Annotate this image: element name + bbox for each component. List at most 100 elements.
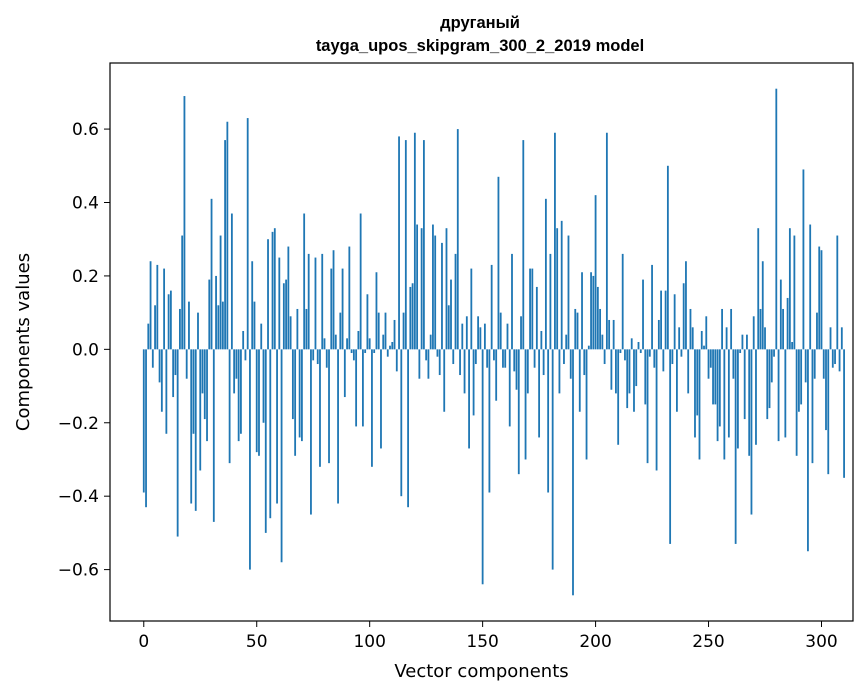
bar (316, 349, 319, 365)
bar (208, 279, 211, 350)
bar (703, 345, 705, 350)
bar (748, 349, 751, 456)
bar (404, 140, 407, 350)
bar (816, 312, 818, 350)
bar (291, 349, 294, 420)
bar (422, 140, 425, 350)
bar (160, 349, 163, 412)
bar (280, 349, 283, 563)
bar (590, 272, 592, 350)
bar (533, 349, 536, 368)
bar (298, 349, 301, 438)
bar (366, 294, 369, 350)
bar (544, 198, 547, 350)
bar (149, 261, 152, 350)
bar (224, 140, 226, 350)
bar (445, 228, 448, 350)
bar (567, 235, 570, 350)
bar (167, 294, 170, 350)
bar (301, 349, 303, 442)
bar (273, 228, 276, 350)
bar (384, 312, 387, 350)
y-axis-label: Components values (13, 253, 34, 431)
bar (804, 349, 807, 383)
bar (174, 349, 177, 376)
bar (477, 316, 480, 350)
bars-group (142, 88, 845, 596)
x-tick-label: 150 (466, 632, 498, 652)
bar (479, 327, 482, 350)
bar (809, 224, 812, 350)
bar (608, 319, 611, 350)
x-tick-label: 0 (138, 632, 149, 652)
bar (554, 132, 556, 350)
bar (651, 264, 653, 350)
bar (334, 334, 337, 350)
bar (468, 349, 470, 449)
bar (732, 349, 735, 379)
bar (800, 349, 803, 405)
bar (323, 338, 326, 350)
bar (375, 272, 378, 350)
bar (716, 349, 719, 442)
bar (380, 349, 382, 449)
bar (511, 253, 513, 350)
bar (770, 349, 773, 383)
bar (648, 349, 651, 357)
bar (635, 349, 638, 387)
bar (829, 327, 832, 350)
bar (827, 349, 830, 475)
bar (472, 349, 475, 416)
bar (165, 349, 168, 434)
bar (515, 349, 518, 390)
bar (255, 349, 258, 453)
bar (413, 132, 416, 350)
bar (325, 349, 328, 368)
bar (456, 129, 459, 350)
bar (203, 349, 206, 420)
bar (416, 224, 419, 350)
bar (746, 334, 748, 350)
bar (343, 349, 346, 398)
bar (350, 349, 353, 354)
bar (314, 257, 317, 350)
bar (601, 334, 604, 350)
bar (685, 261, 687, 350)
bar (391, 342, 394, 350)
bar (319, 349, 321, 467)
bar (687, 349, 690, 394)
bar (664, 290, 667, 350)
bar (619, 349, 622, 354)
bar (653, 349, 656, 368)
bar (639, 349, 642, 354)
bar (610, 349, 613, 390)
bar (332, 250, 335, 350)
bar (818, 246, 821, 350)
bar (624, 349, 626, 361)
bar (447, 305, 450, 350)
bar (219, 235, 222, 350)
bar (285, 279, 287, 350)
bar (310, 349, 312, 515)
bar (201, 349, 204, 394)
bar (725, 327, 728, 350)
bar (493, 349, 495, 361)
bar (502, 349, 504, 368)
bar (303, 213, 306, 350)
bar (750, 349, 753, 515)
bar (739, 349, 742, 354)
bar (642, 279, 644, 350)
bar (389, 345, 391, 350)
bar (513, 349, 516, 372)
chart-title: другaный (440, 14, 520, 32)
bar (382, 334, 385, 350)
bar (235, 349, 238, 379)
bar (626, 349, 629, 409)
bar (282, 283, 285, 350)
bar (563, 349, 565, 365)
bar (432, 224, 434, 350)
bar (194, 349, 197, 511)
bar (470, 268, 473, 350)
bar (463, 349, 466, 394)
bar (258, 349, 260, 456)
